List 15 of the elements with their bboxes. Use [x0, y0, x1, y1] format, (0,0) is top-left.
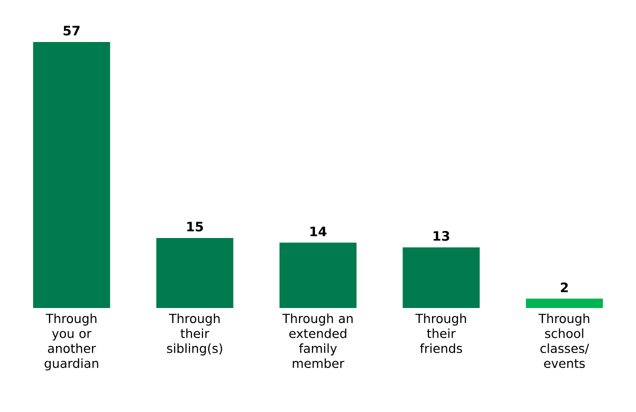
bar: [526, 298, 603, 308]
bar: [280, 242, 357, 308]
bar: [402, 247, 480, 308]
x-tick-label: Through their friends: [415, 314, 466, 354]
bar: [156, 238, 234, 308]
x-tick-label: Through school classes/ events: [538, 314, 590, 368]
data-label: 15: [187, 222, 203, 232]
data-label: 14: [310, 226, 326, 236]
data-label: 57: [64, 26, 80, 36]
data-label: 13: [434, 231, 450, 241]
x-tick-label: Through an extended family member: [282, 314, 353, 368]
x-tick-label: Through you or another guardian: [44, 314, 98, 370]
data-label: 2: [560, 282, 568, 292]
bar: [33, 42, 110, 308]
x-tick-label: Through their sibling(s): [167, 314, 222, 356]
